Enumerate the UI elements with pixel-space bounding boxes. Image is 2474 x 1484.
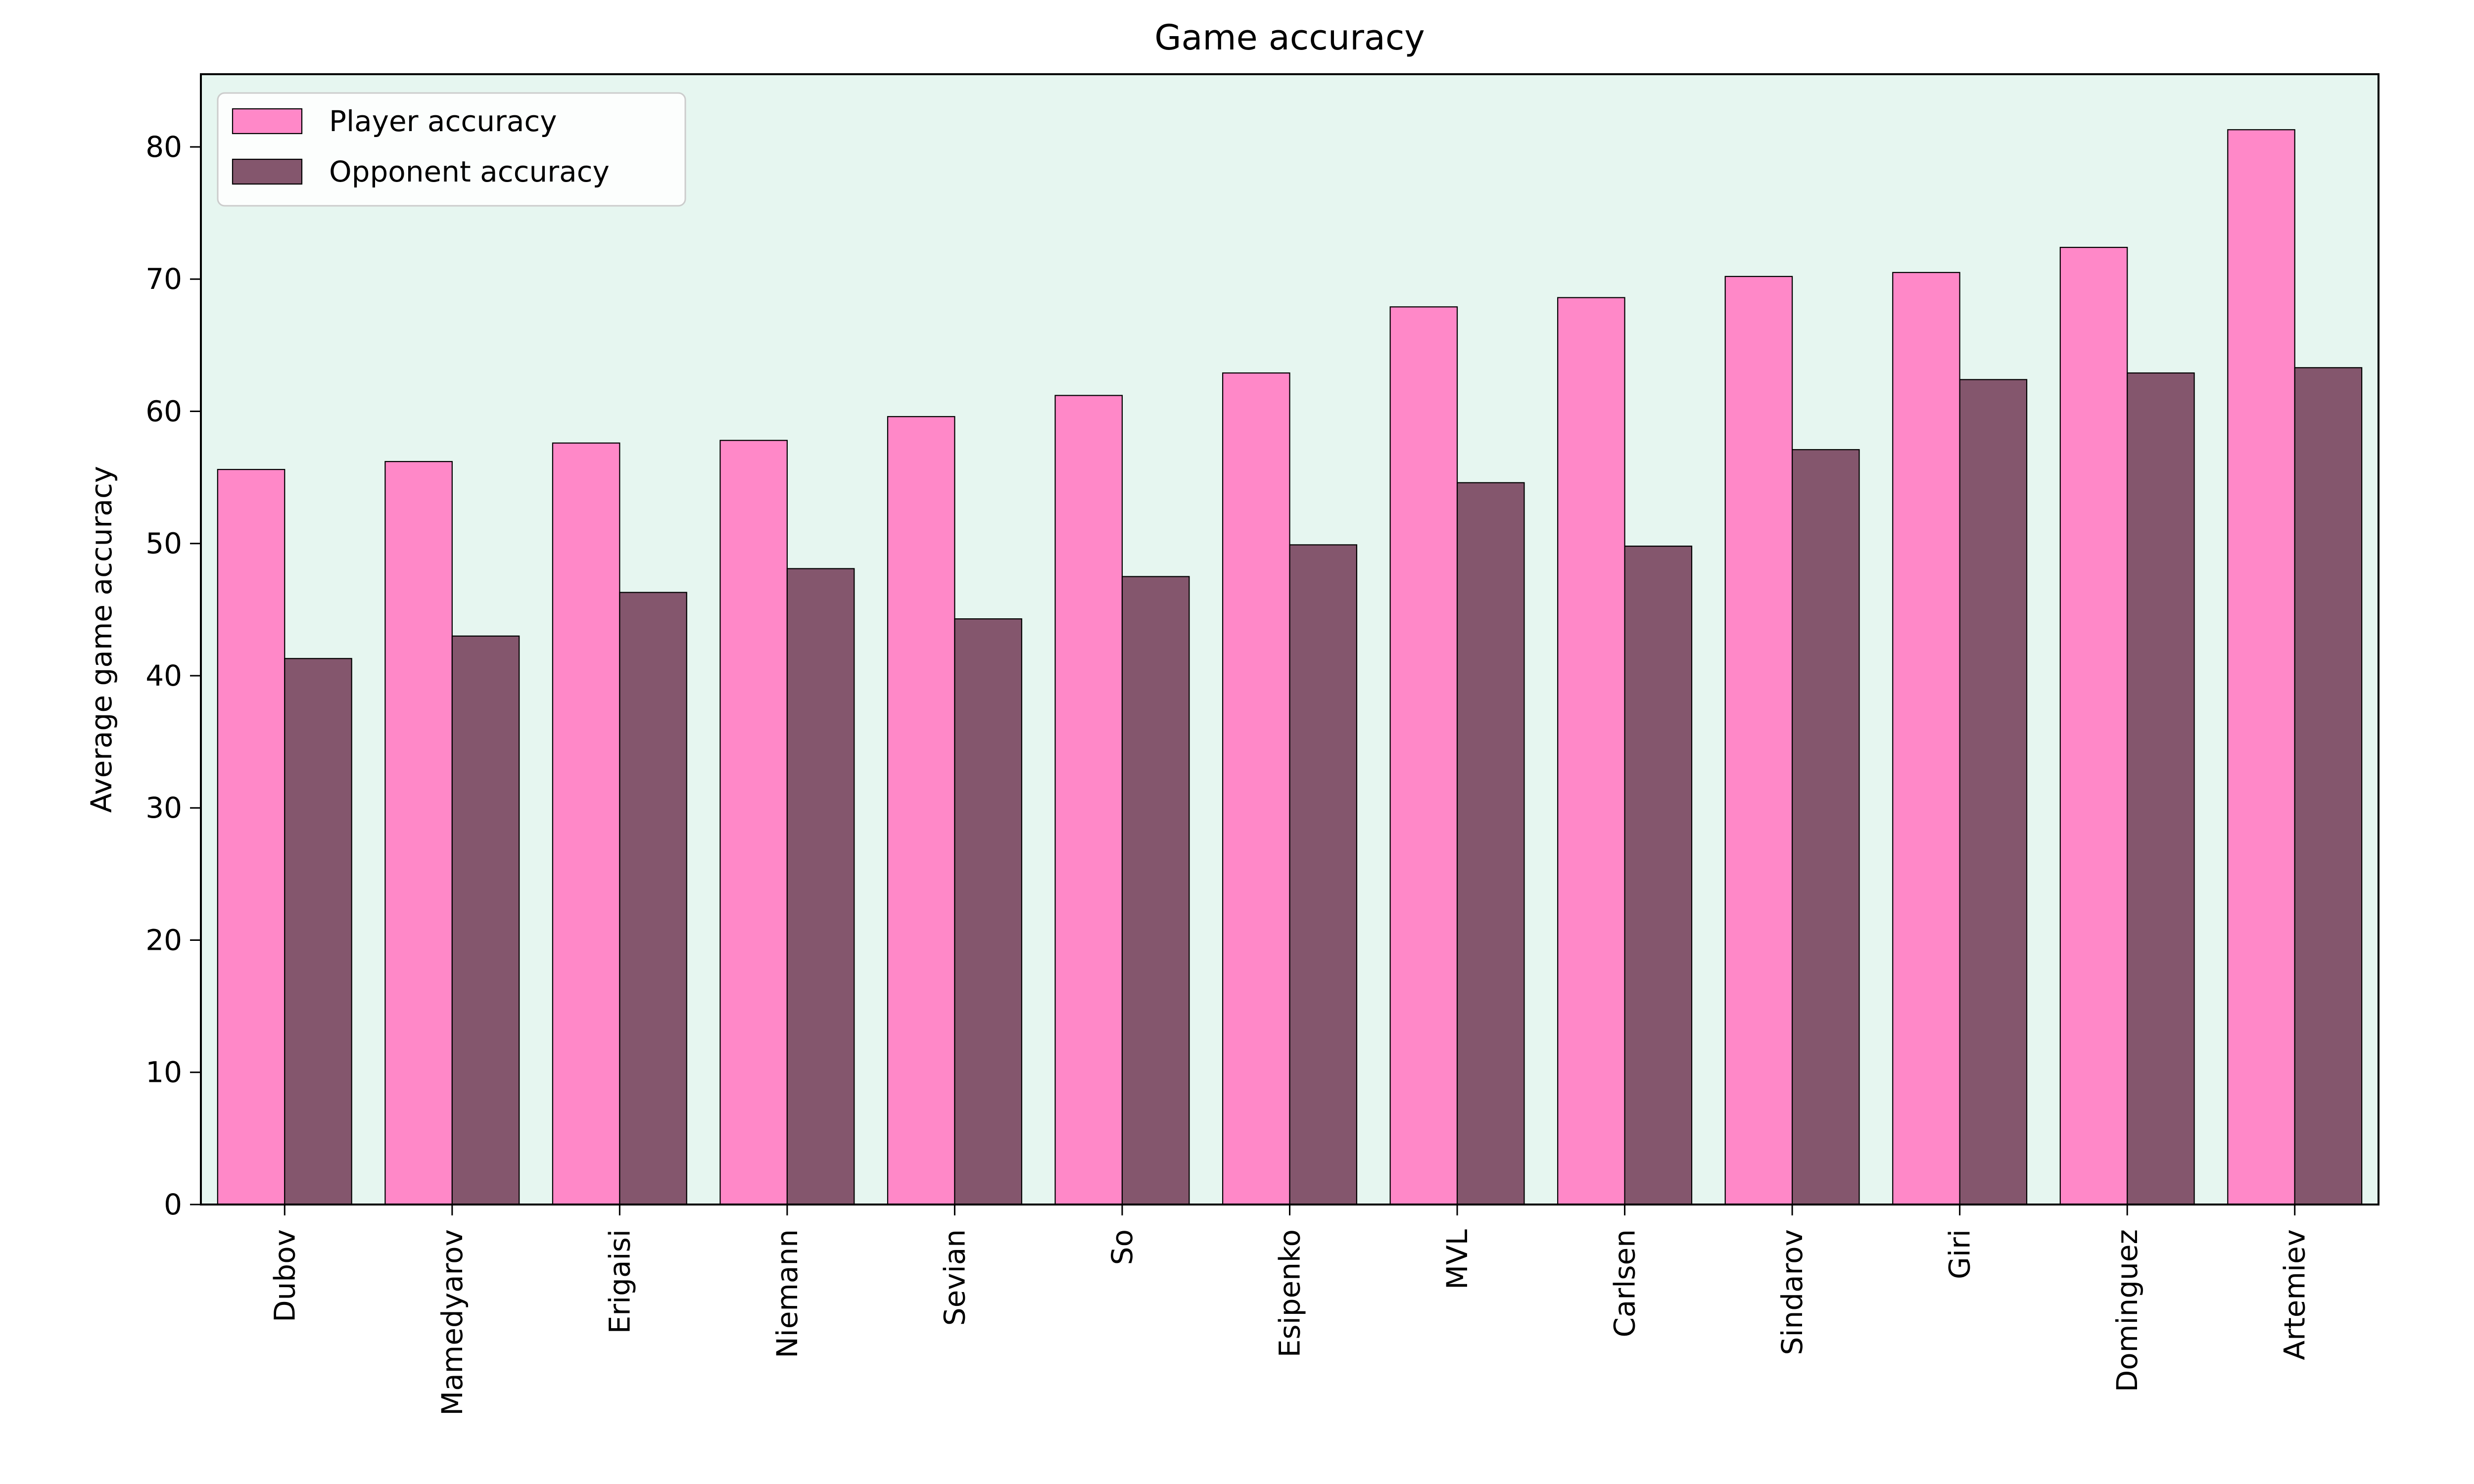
y-tick-label: 20 [145, 923, 182, 957]
y-tick-label: 60 [145, 394, 182, 428]
x-tick-label-mvl: MVL [1440, 1229, 1474, 1290]
x-tick-label-sevian: Sevian [938, 1229, 971, 1326]
bar-opponent-erigaisi [619, 592, 687, 1206]
y-axis-title: Average game accuracy [85, 466, 118, 813]
x-tick-label-so: So [1105, 1229, 1139, 1265]
y-tick-label: 0 [164, 1188, 182, 1221]
y-axis-ticks: 0 10 20 30 40 50 60 70 80 [145, 130, 201, 1221]
x-tick-label-niemann: Niemann [770, 1229, 804, 1358]
x-tick-label-artemiev: Artemiev [2278, 1229, 2312, 1360]
bar-opponent-sindarov [1792, 449, 1860, 1206]
bar-opponent-esipenko [1289, 544, 1358, 1206]
legend-label-player: Player accuracy [329, 104, 557, 138]
bar-opponent-sevian [954, 618, 1022, 1206]
bar-opponent-so [1121, 576, 1190, 1206]
bar-opponent-artemiev [2294, 367, 2363, 1206]
bar-player-erigaisi [552, 442, 620, 1206]
x-tick-label-sindarov: Sindarov [1775, 1229, 1809, 1355]
plot-frame [200, 73, 2379, 1206]
bar-player-dubov [217, 468, 285, 1206]
y-tick-label: 30 [145, 791, 182, 825]
bar-player-sindarov [1724, 276, 1793, 1206]
x-axis-ticks: Dubov Mamedyarov Erigaisi Niemann Sevian So Es… [268, 1205, 2312, 1416]
bar-opponent-giri [1959, 379, 2028, 1206]
y-tick-label: 50 [145, 527, 182, 560]
bar-player-mvl [1389, 306, 1458, 1206]
y-tick-label: 70 [145, 262, 182, 296]
legend-label-opponent: Opponent accuracy [329, 155, 610, 188]
y-tick-label: 40 [145, 659, 182, 693]
bar-player-so [1054, 395, 1123, 1206]
chart-title: Game accuracy [1154, 17, 1425, 58]
x-tick-label-giri: Giri [1943, 1229, 1977, 1279]
legend: Player accuracy Opponent accuracy [217, 92, 686, 207]
legend-box [217, 92, 686, 207]
bar-opponent-carlsen [1624, 545, 1693, 1206]
bar-player-giri [1892, 272, 1960, 1206]
legend-swatch-opponent [232, 158, 303, 185]
bar-opponent-dubov [284, 658, 352, 1206]
bar-opponent-mamedyarov [451, 635, 520, 1206]
legend-swatch-player [232, 108, 303, 135]
bar-player-sevian [887, 416, 955, 1206]
y-tick-label: 10 [145, 1056, 182, 1089]
x-tick-label-esipenko: Esipenko [1273, 1229, 1307, 1357]
bar-opponent-niemann [786, 568, 855, 1206]
bar-player-carlsen [1557, 297, 1625, 1206]
bar-opponent-dominguez [2127, 372, 2195, 1206]
bar-player-mamedyarov [384, 461, 453, 1206]
x-tick-label-carlsen: Carlsen [1608, 1229, 1642, 1338]
x-tick-label-dubov: Dubov [268, 1229, 301, 1322]
x-tick-label-mamedyarov: Mamedyarov [435, 1229, 469, 1416]
x-tick-label-erigaisi: Erigaisi [603, 1229, 636, 1334]
bar-player-dominguez [2059, 246, 2128, 1206]
bar-player-esipenko [1222, 372, 1290, 1206]
y-tick-label: 80 [145, 130, 182, 164]
bar-player-artemiev [2227, 129, 2295, 1206]
bars-group [217, 129, 2363, 1206]
x-tick-label-dominguez: Dominguez [2110, 1229, 2144, 1392]
bar-player-niemann [719, 440, 788, 1206]
bar-opponent-mvl [1456, 482, 1525, 1206]
